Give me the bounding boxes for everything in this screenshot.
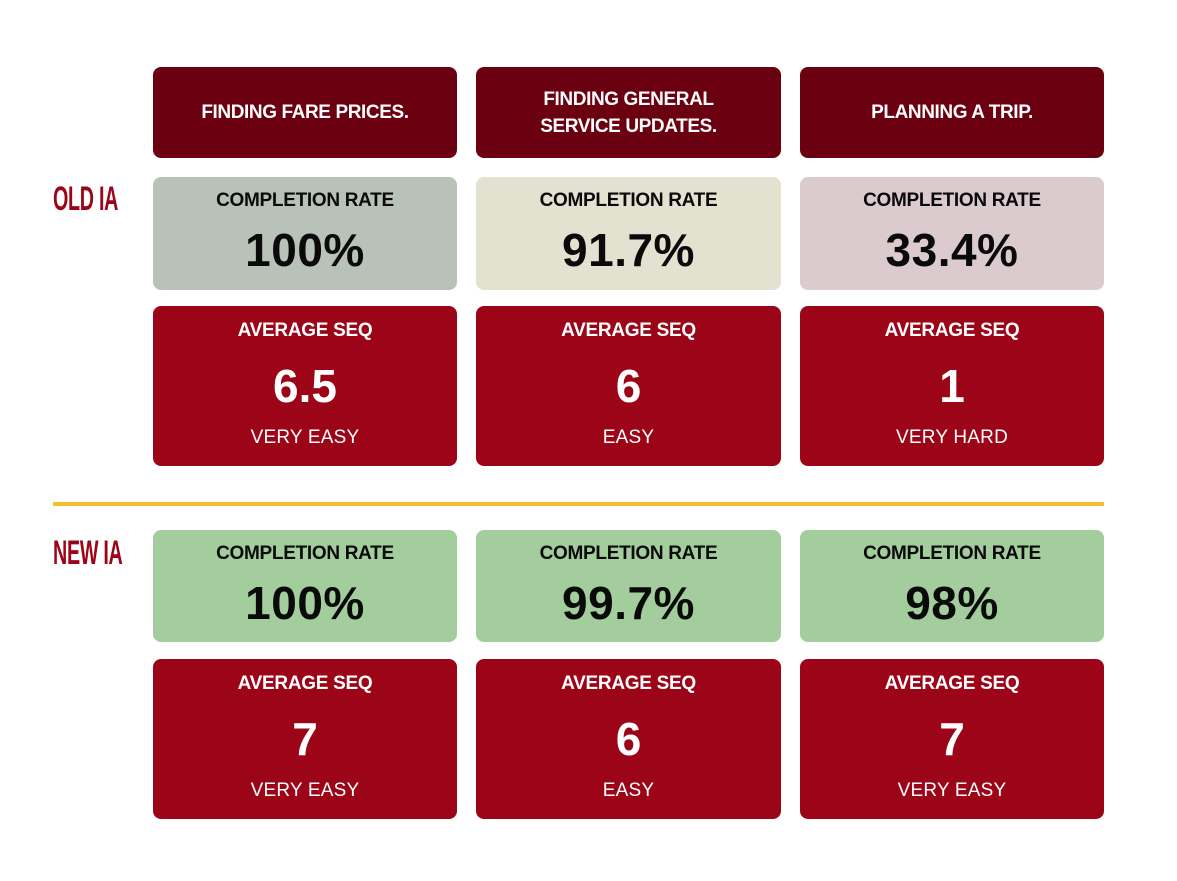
new-ia-seq-card-fare: AVERAGE SEQ 7 VERY EASY xyxy=(153,659,457,819)
seq-rating-text: VERY EASY xyxy=(250,780,360,801)
seq-rating-text: EASY xyxy=(602,427,655,448)
task-header-text: FINDING FARE PRICES. xyxy=(201,102,409,123)
new-ia-seq-card-service: AVERAGE SEQ 6 EASY xyxy=(476,659,781,819)
average-seq-label: AVERAGE SEQ xyxy=(237,320,373,341)
average-seq-label: AVERAGE SEQ xyxy=(884,320,1020,341)
completion-rate-value: 33.4% xyxy=(885,224,1019,276)
average-seq-label: AVERAGE SEQ xyxy=(884,673,1020,694)
old-ia-seq-card-fare: AVERAGE SEQ 6.5 VERY EASY xyxy=(153,306,457,466)
completion-rate-label: COMPLETION RATE xyxy=(216,543,394,564)
section-divider xyxy=(53,502,1104,506)
average-seq-value: 6.5 xyxy=(273,360,337,412)
task-header-text: FINDING GENERAL xyxy=(543,88,714,110)
completion-rate-value: 99.7% xyxy=(562,577,695,629)
old-ia-label: OLD IA xyxy=(53,180,119,218)
completion-rate-value: 100% xyxy=(245,224,365,276)
completion-rate-value: 98% xyxy=(905,577,999,629)
task-header-planning-trip: PLANNING A TRIP. xyxy=(800,67,1104,158)
old-ia-completion-card-fare: COMPLETION RATE 100% xyxy=(153,177,457,290)
new-ia-completion-card-trip: COMPLETION RATE 98% xyxy=(800,530,1104,642)
seq-rating-text: VERY HARD xyxy=(896,427,1008,448)
new-ia-seq-card-trip: AVERAGE SEQ 7 VERY EASY xyxy=(800,659,1104,819)
old-ia-completion-card-trip: COMPLETION RATE 33.4% xyxy=(800,177,1104,290)
completion-rate-label: COMPLETION RATE xyxy=(539,190,718,211)
completion-rate-value: 91.7% xyxy=(562,224,695,276)
average-seq-value: 1 xyxy=(939,360,965,412)
task-header-service-updates: FINDING GENERAL SERVICE UPDATES. xyxy=(476,67,781,158)
old-ia-seq-card-service: AVERAGE SEQ 6 EASY xyxy=(476,306,781,466)
new-ia-completion-card-service: COMPLETION RATE 99.7% xyxy=(476,530,781,642)
completion-rate-label: COMPLETION RATE xyxy=(863,543,1041,564)
seq-rating-text: VERY EASY xyxy=(250,427,360,448)
completion-rate-label: COMPLETION RATE xyxy=(863,190,1041,211)
task-header-fare-prices: FINDING FARE PRICES. xyxy=(153,67,457,158)
completion-rate-label: COMPLETION RATE xyxy=(539,543,718,564)
completion-rate-label: COMPLETION RATE xyxy=(216,190,394,211)
new-ia-label: NEW IA xyxy=(53,534,123,572)
average-seq-label: AVERAGE SEQ xyxy=(561,320,696,341)
completion-rate-value: 100% xyxy=(245,577,365,629)
task-header-text: PLANNING A TRIP. xyxy=(871,102,1033,123)
old-ia-seq-card-trip: AVERAGE SEQ 1 VERY HARD xyxy=(800,306,1104,466)
seq-rating-text: VERY EASY xyxy=(897,780,1007,801)
average-seq-value: 6 xyxy=(615,360,642,412)
average-seq-value: 6 xyxy=(615,713,642,765)
average-seq-label: AVERAGE SEQ xyxy=(561,673,696,694)
average-seq-label: AVERAGE SEQ xyxy=(237,673,373,694)
new-ia-completion-card-fare: COMPLETION RATE 100% xyxy=(153,530,457,642)
task-header-text-line2: SERVICE UPDATES. xyxy=(540,115,717,137)
average-seq-value: 7 xyxy=(292,713,318,765)
average-seq-value: 7 xyxy=(939,713,965,765)
seq-rating-text: EASY xyxy=(602,780,655,801)
old-ia-completion-card-service: COMPLETION RATE 91.7% xyxy=(476,177,781,290)
